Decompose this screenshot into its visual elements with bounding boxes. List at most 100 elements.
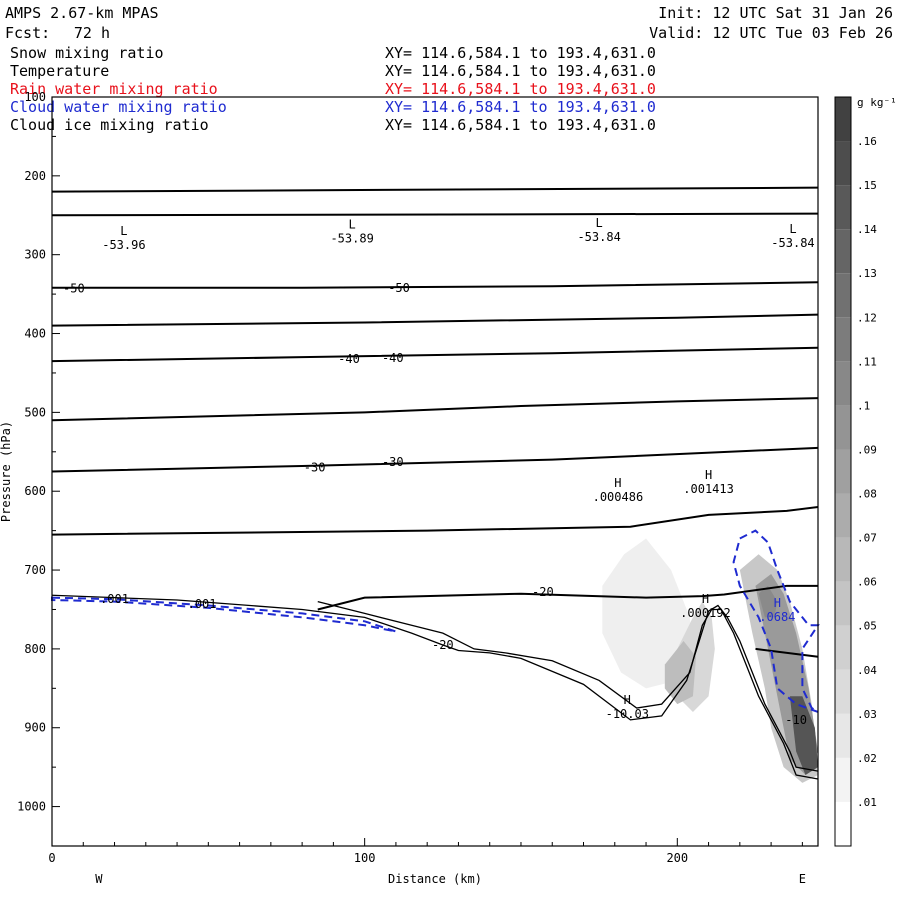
colorbar-segment xyxy=(835,273,851,318)
forecast-label: Fcst: xyxy=(5,24,50,42)
x-tick-label: 200 xyxy=(666,851,688,865)
colorbar-tick-label: .04 xyxy=(857,664,877,677)
extremum-value: .000192 xyxy=(680,606,731,620)
contour-label: -50 xyxy=(388,281,410,295)
temperature-contour xyxy=(51,446,819,473)
extremum-kind: L xyxy=(120,224,127,238)
temperature-contour xyxy=(51,397,819,422)
contour-label: -50 xyxy=(63,282,85,296)
extremum-value: .0684 xyxy=(759,610,795,624)
colorbar-tick-label: .14 xyxy=(857,223,877,236)
x-tick-label: 100 xyxy=(354,851,376,865)
colorbar-tick-label: .05 xyxy=(857,620,877,633)
west-label: W xyxy=(95,872,103,886)
contour-label: -20 xyxy=(432,638,454,652)
colorbar-segment xyxy=(835,493,851,538)
colorbar-tick-label: .12 xyxy=(857,311,877,324)
contour-label: -40 xyxy=(338,352,360,366)
mixing-ratio-shading xyxy=(664,641,697,705)
field-range: XY= 114.6,584.1 to 193.4,631.0 xyxy=(385,98,656,116)
colorbar-segment xyxy=(835,713,851,758)
mixing-ratio-shading xyxy=(758,585,778,618)
extremum-kind: L xyxy=(596,216,603,230)
extremum-value: -53.89 xyxy=(330,231,373,245)
colorbar-segment xyxy=(835,537,851,582)
colorbar-segment xyxy=(835,757,851,802)
contour-label: .001 xyxy=(100,592,129,606)
colorbar-segment xyxy=(835,669,851,714)
y-tick-label: 1000 xyxy=(17,800,46,814)
extremum-kind: H xyxy=(774,596,781,610)
extremum-value: -10.03 xyxy=(606,707,649,721)
extremum-kind: H xyxy=(614,476,621,490)
temperature-contour xyxy=(51,186,819,193)
colorbar-segment xyxy=(835,449,851,494)
mixing-ratio-shading xyxy=(789,696,818,776)
contour-label: -30 xyxy=(382,455,404,469)
colorbar-tick-label: .08 xyxy=(857,488,877,501)
colorbar-tick-label: .01 xyxy=(857,796,877,809)
temperature-contour xyxy=(51,505,819,536)
forecast-value: 72 h xyxy=(74,24,110,42)
y-tick-label: 200 xyxy=(24,169,46,183)
field-range: XY= 114.6,584.1 to 193.4,631.0 xyxy=(385,62,656,80)
extremum-kind: H xyxy=(702,592,709,606)
east-label: E xyxy=(799,872,806,886)
colorbar-segment xyxy=(835,185,851,230)
colorbar-segment xyxy=(835,229,851,274)
temperature-contour xyxy=(51,212,819,217)
extremum-kind: L xyxy=(789,222,796,236)
y-tick-label: 500 xyxy=(24,405,46,419)
colorbar-segment xyxy=(835,405,851,450)
colorbar-tick-label: .15 xyxy=(857,179,877,192)
temperature-contour xyxy=(51,313,819,327)
colorbar-segment xyxy=(835,97,851,142)
colorbar-tick-label: .13 xyxy=(857,267,877,280)
model-title: AMPS 2.67-km MPAS xyxy=(5,4,159,22)
field-range: XY= 114.6,584.1 to 193.4,631.0 xyxy=(385,44,656,62)
plot-area: -50 -50-40 -40-30 -30-20-20-10L-53.96L-53.8… xyxy=(51,186,820,783)
y-tick-label: 600 xyxy=(24,484,46,498)
colorbar-tick-label: .09 xyxy=(857,443,877,456)
colorbar-tick-label: .16 xyxy=(857,135,877,148)
field-name: Temperature xyxy=(10,62,109,80)
extremum-kind: H xyxy=(705,468,712,482)
colorbar-segment xyxy=(835,317,851,362)
contour-label: -40 xyxy=(382,351,404,365)
cloud-water-contour xyxy=(51,596,397,633)
colorbar-segment xyxy=(835,625,851,670)
extremum-value: .000486 xyxy=(593,490,644,504)
x-tick-label: 0 xyxy=(48,851,55,865)
colorbar-tick-label: .02 xyxy=(857,752,877,765)
extremum-value: -53.96 xyxy=(102,238,145,252)
field-name: Cloud water mixing ratio xyxy=(10,98,227,116)
temperature-contour xyxy=(51,346,819,363)
y-tick-label: 400 xyxy=(24,327,46,341)
y-tick-label: 900 xyxy=(24,721,46,735)
init-time: Init: 12 UTC Sat 31 Jan 26 xyxy=(658,4,893,22)
field-name: Rain water mixing ratio xyxy=(10,80,218,98)
valid-time: Valid: 12 UTC Tue 03 Feb 26 xyxy=(649,24,893,42)
temperature-contour xyxy=(52,281,819,289)
temperature-contour xyxy=(317,584,818,611)
colorbar-tick-label: .06 xyxy=(857,576,877,589)
colorbar-tick-label: .11 xyxy=(857,355,877,368)
colorbar-segment xyxy=(835,141,851,186)
cloud-water-contour xyxy=(732,529,820,713)
colorbar-segment xyxy=(835,361,851,406)
contour-label: -20 xyxy=(532,585,554,599)
x-axis-label: Distance (km) xyxy=(388,872,482,886)
y-tick-label: 100 xyxy=(24,90,46,104)
colorbar-segment xyxy=(835,801,851,846)
contour-label: .001 xyxy=(188,597,217,611)
colorbar-tick-label: .07 xyxy=(857,532,877,545)
contour-label: -10 xyxy=(785,713,807,727)
colorbar-frame xyxy=(834,96,852,847)
field-range: XY= 114.6,584.1 to 193.4,631.0 xyxy=(385,116,656,134)
colorbar-tick-label: .1 xyxy=(857,399,870,412)
extremum-value: -53.84 xyxy=(577,230,620,244)
y-tick-label: 800 xyxy=(24,642,46,656)
extremum-value: -53.84 xyxy=(771,236,814,250)
mixing-ratio-shading xyxy=(602,538,693,689)
